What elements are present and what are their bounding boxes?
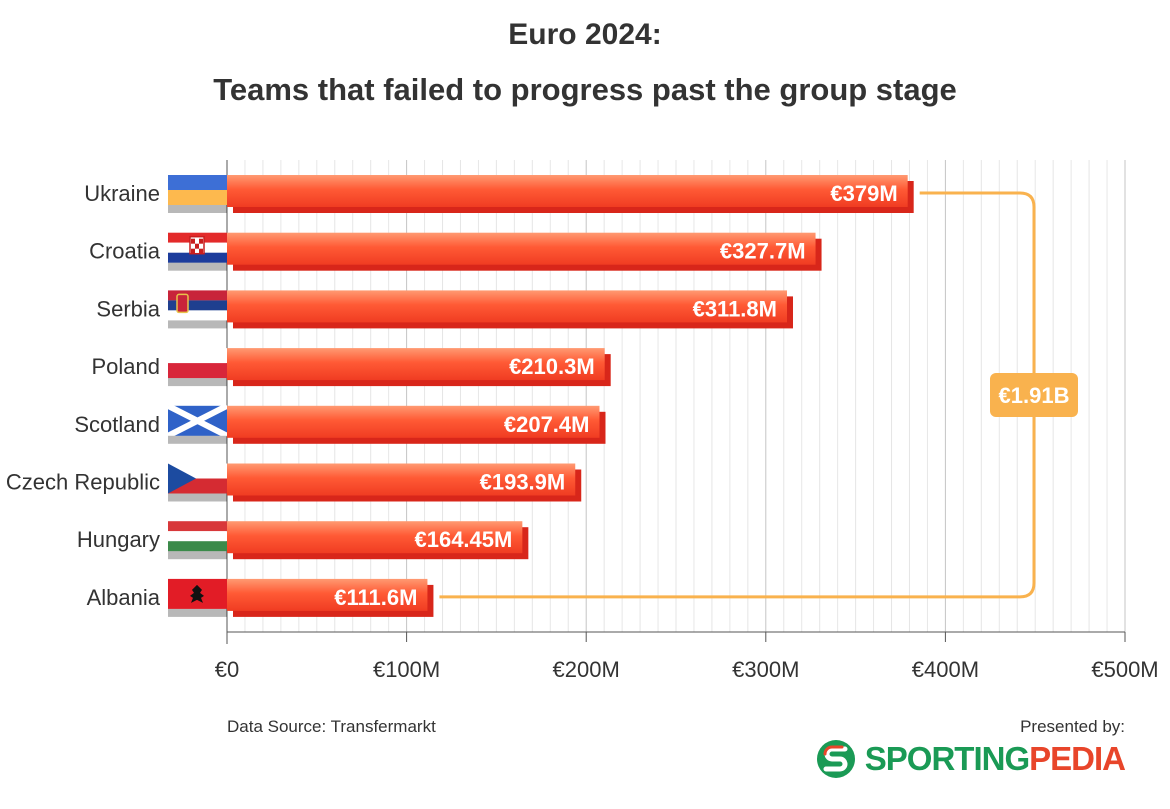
bar-value-label: €210.3M bbox=[509, 354, 595, 379]
serbia-flag bbox=[168, 290, 227, 329]
bar-value-label: €207.4M bbox=[504, 412, 590, 437]
x-tick-label: €300M bbox=[732, 657, 799, 682]
total-bracket: €1.91B bbox=[439, 191, 1078, 599]
x-tick-label: €100M bbox=[373, 657, 440, 682]
category-label: Hungary bbox=[77, 527, 160, 552]
sportingpedia-logo[interactable]: SPORTINGPEDIA bbox=[815, 738, 1126, 780]
total-badge bbox=[990, 372, 1078, 417]
category-label: Scotland bbox=[74, 412, 160, 437]
bar bbox=[227, 232, 816, 265]
presented-by-label: Presented by: bbox=[1020, 717, 1125, 736]
czech-republic-flag bbox=[168, 463, 227, 502]
bars-group: Ukraine €379M Croatia €327.7M Serbia €311.8M P… bbox=[6, 175, 914, 617]
bar bbox=[227, 521, 523, 554]
chart-subtitle: Teams that failed to progress past the g… bbox=[213, 72, 957, 107]
albania-flag bbox=[168, 578, 227, 617]
bar-value-label: €311.8M bbox=[693, 296, 777, 321]
sportingpedia-logo-icon bbox=[816, 740, 855, 778]
category-label: Czech Republic bbox=[6, 470, 160, 495]
bar bbox=[227, 578, 428, 611]
bar bbox=[227, 348, 605, 381]
x-tick-label: €400M bbox=[912, 657, 979, 682]
bar bbox=[227, 463, 576, 496]
bar bbox=[227, 175, 908, 207]
bar bbox=[227, 290, 787, 323]
poland-flag bbox=[168, 348, 227, 387]
category-label: Ukraine bbox=[84, 181, 160, 206]
bar bbox=[227, 405, 600, 438]
brand-word-sporting: SPORTING bbox=[864, 740, 1030, 777]
croatia-flag bbox=[168, 232, 227, 271]
category-label: Croatia bbox=[89, 239, 161, 264]
bar-value-label: €327.7M bbox=[720, 239, 806, 264]
hungary-flag bbox=[168, 521, 227, 560]
category-label: Poland bbox=[91, 354, 160, 379]
x-tick-label: €0 bbox=[215, 657, 239, 682]
x-axis: €0 €100M €200M €300M €400M €500M bbox=[215, 160, 1159, 682]
ukraine-flag bbox=[168, 175, 227, 213]
category-label: Albania bbox=[87, 585, 161, 610]
x-tick-label: €200M bbox=[553, 657, 620, 682]
bar-value-label: €193.9M bbox=[480, 470, 566, 495]
bar-value-label: €164.45M bbox=[414, 527, 512, 552]
chart-title: Euro 2024: bbox=[508, 18, 662, 51]
bar-value-label: €379M bbox=[830, 181, 897, 206]
brand-wordmark: SPORTINGPEDIA bbox=[864, 740, 1126, 778]
x-tick-label: €500M bbox=[1091, 657, 1158, 682]
flag-column bbox=[166, 175, 229, 617]
scotland-flag bbox=[166, 403, 229, 444]
total-value-label: €1.91B bbox=[999, 383, 1070, 408]
data-source-note: Data Source: Transfermarkt bbox=[227, 717, 436, 736]
brand-word-pedia: PEDIA bbox=[1029, 740, 1126, 777]
bar-value-label: €111.6M bbox=[334, 585, 417, 610]
category-label: Serbia bbox=[96, 296, 160, 321]
